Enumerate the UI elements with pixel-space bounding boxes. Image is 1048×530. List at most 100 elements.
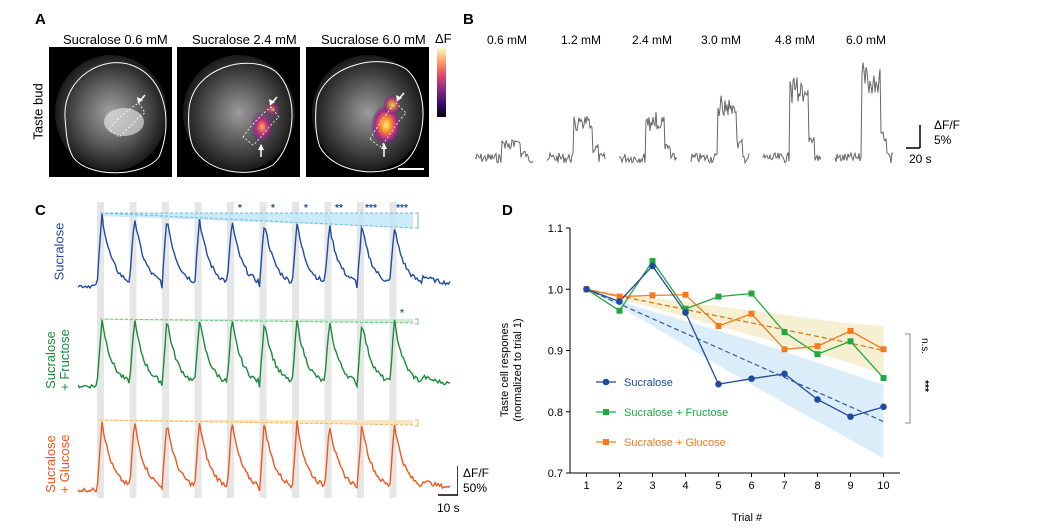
panelA-side-label: Taste bud	[30, 83, 46, 140]
stimulus-window	[324, 202, 332, 498]
stimulus-window	[292, 202, 299, 498]
x-tick-label: 9	[847, 480, 853, 492]
x-axis-label: Trial #	[732, 512, 763, 524]
sucralose-decay-line	[99, 212, 414, 229]
fit-line	[586, 288, 884, 352]
series-line	[586, 259, 884, 379]
legend-marker	[602, 378, 610, 386]
y-tick-label: 0.7	[548, 468, 563, 480]
data-point	[682, 309, 689, 316]
stimulus-window	[389, 202, 397, 498]
data-point	[748, 290, 755, 297]
stimulus-window	[259, 202, 267, 498]
sucralose-sig-label: ***	[396, 203, 408, 214]
confidence-band	[586, 289, 884, 375]
x-tick-label: 4	[682, 480, 688, 492]
data-point	[880, 403, 887, 411]
legend-marker	[603, 439, 609, 445]
panelD-chart: 0.7 0.8 0.9 1.0 1.1 1 2 3 4 5 6 7 8 9 10 Taste cell re…	[500, 223, 930, 524]
panelB-trace-line	[474, 62, 894, 165]
x-tick-label: 7	[781, 480, 787, 492]
panelC-traces: * * * ** *** *** *	[78, 202, 458, 498]
legend-label: Sucralose + Glucose	[624, 437, 726, 449]
fructose-trace	[78, 319, 451, 389]
colorbar-label: ΔF	[435, 31, 452, 46]
data-point	[715, 380, 722, 388]
data-point	[814, 343, 821, 350]
data-point	[781, 329, 788, 336]
x-tick-label: 2	[616, 480, 622, 492]
glucose-trace	[78, 420, 451, 493]
sucralose-trace	[78, 213, 451, 290]
data-point	[649, 292, 656, 299]
series-line	[586, 264, 884, 418]
conc-label-2: 1.2 mM	[561, 33, 602, 47]
panelA-title-1: Sucralose 0.6 mM	[63, 32, 168, 47]
panel-letter-a: A	[35, 11, 46, 28]
sucralose-sig-label: ***	[365, 203, 377, 214]
data-point	[814, 396, 821, 403]
data-point	[781, 370, 788, 378]
panelA-title-2: Sucralose 2.4 mM	[192, 32, 297, 47]
conc-label-5: 4.8 mM	[775, 33, 816, 47]
data-point	[649, 258, 656, 265]
legend-label: Sucralose + Fructose	[624, 407, 728, 419]
panelC-scale-y-value: 50%	[463, 481, 488, 495]
glucose-decay-line	[99, 419, 414, 426]
x-tick-label: 10	[877, 480, 889, 492]
data-point	[715, 323, 722, 329]
panelB-scale-y: ΔF/F	[934, 118, 961, 132]
x-tick-label: 5	[715, 480, 721, 492]
fructose-decay-line	[99, 318, 414, 324]
panel-letter-d: D	[502, 202, 513, 219]
panelC-label-glucose: Sucralose + Glucose	[43, 434, 72, 494]
conc-label-1: 0.6 mM	[487, 33, 528, 47]
stimulus-window	[97, 202, 104, 498]
stimulus-window	[227, 202, 234, 498]
data-point	[847, 338, 854, 345]
panel-letter-b: B	[463, 11, 474, 28]
panel-letter-c: C	[35, 202, 46, 219]
x-tick-label: 1	[583, 480, 589, 492]
data-point	[616, 298, 623, 305]
data-point	[715, 293, 722, 300]
x-tick-label: 8	[814, 480, 820, 492]
stimulus-window	[357, 202, 364, 498]
conc-label-4: 3.0 mM	[701, 33, 742, 47]
legend-marker	[603, 409, 609, 415]
data-point	[847, 413, 854, 420]
sucralose-sig-label: **	[335, 203, 343, 214]
panelB-scale-y-value: 5%	[934, 133, 952, 147]
y-tick-label: 1.0	[548, 284, 563, 296]
data-point	[880, 375, 887, 382]
y-tick-label: 0.8	[548, 407, 563, 419]
data-point	[847, 327, 854, 334]
stimulus-window	[162, 202, 169, 498]
glucose-bracket	[415, 419, 419, 427]
stimulus-window	[194, 202, 202, 498]
taste-bud-image-3	[306, 47, 429, 177]
data-point	[748, 310, 755, 317]
panelC-scale-y: ΔF/F	[463, 466, 490, 480]
panelB-traces	[474, 62, 921, 165]
taste-bud-image-1	[49, 47, 172, 177]
y-axis-label: Taste cell respones(normalized to trial …	[500, 318, 524, 421]
data-point	[616, 307, 623, 314]
y-tick-label: 0.9	[548, 346, 563, 358]
series-line	[586, 288, 884, 350]
conc-label-3: 2.4 mM	[632, 33, 673, 47]
x-tick-label: 3	[649, 480, 655, 492]
ns-label: n.s.	[919, 338, 930, 354]
data-point	[682, 305, 689, 312]
fructose-sig-label: *	[400, 308, 404, 319]
sucralose-sig-label: *	[304, 203, 308, 214]
significance-label: ***	[919, 380, 930, 392]
data-point	[814, 351, 821, 358]
colorbar	[437, 48, 446, 117]
confidence-band	[586, 289, 884, 459]
data-point	[616, 293, 623, 300]
panelA-title-3: Sucralose 6.0 mM	[321, 32, 426, 47]
y-tick-label: 1.1	[548, 223, 563, 235]
conc-label-6: 6.0 mM	[846, 33, 887, 47]
panelC-label-fructose: Sucralose + Fructose	[43, 329, 72, 391]
